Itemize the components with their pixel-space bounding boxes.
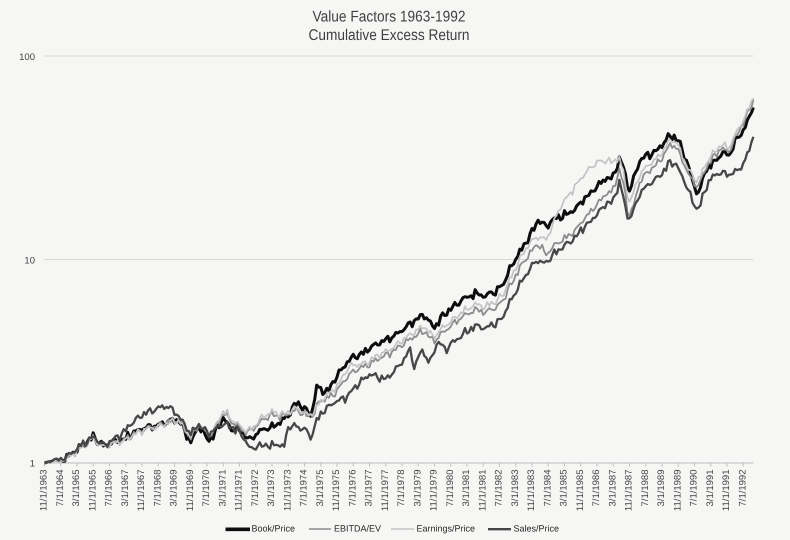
svg-text:3/1/1971: 3/1/1971 (217, 470, 228, 507)
svg-text:3/1/1983: 3/1/1983 (510, 470, 521, 507)
svg-text:11/1/1973: 11/1/1973 (282, 470, 293, 512)
svg-text:EBITDA/EV: EBITDA/EV (334, 524, 381, 534)
svg-text:10: 10 (24, 256, 35, 267)
svg-text:11/1/1981: 11/1/1981 (477, 470, 488, 512)
svg-text:Cumulative Excess Return: Cumulative Excess Return (309, 27, 470, 44)
svg-text:7/1/1982: 7/1/1982 (494, 470, 505, 507)
svg-text:11/1/1983: 11/1/1983 (526, 470, 537, 512)
svg-text:7/1/1972: 7/1/1972 (250, 470, 261, 507)
svg-text:11/1/1967: 11/1/1967 (136, 470, 147, 512)
svg-text:7/1/1984: 7/1/1984 (542, 470, 553, 507)
svg-text:1: 1 (30, 459, 35, 470)
svg-text:3/1/1969: 3/1/1969 (169, 470, 180, 507)
svg-text:7/1/1964: 7/1/1964 (55, 470, 66, 507)
svg-text:Value Factors 1963-1992: Value Factors 1963-1992 (313, 9, 466, 26)
svg-text:7/1/1974: 7/1/1974 (299, 470, 310, 507)
svg-text:7/1/1968: 7/1/1968 (152, 470, 163, 507)
svg-text:11/1/1979: 11/1/1979 (429, 470, 440, 512)
svg-text:Book/Price: Book/Price (252, 524, 296, 534)
svg-text:11/1/1991: 11/1/1991 (721, 470, 732, 512)
svg-text:100: 100 (19, 52, 35, 63)
svg-text:7/1/1976: 7/1/1976 (347, 470, 358, 507)
svg-text:3/1/1977: 3/1/1977 (364, 470, 375, 507)
svg-text:3/1/1989: 3/1/1989 (656, 470, 667, 507)
svg-text:3/1/1973: 3/1/1973 (266, 470, 277, 507)
svg-text:3/1/1975: 3/1/1975 (315, 470, 326, 507)
svg-text:3/1/1991: 3/1/1991 (705, 470, 716, 507)
svg-text:11/1/1987: 11/1/1987 (624, 470, 635, 512)
svg-text:7/1/1980: 7/1/1980 (445, 470, 456, 507)
svg-text:Sales/Price: Sales/Price (514, 524, 560, 534)
svg-text:11/1/1975: 11/1/1975 (331, 470, 342, 512)
svg-text:7/1/1990: 7/1/1990 (689, 470, 700, 507)
svg-text:11/1/1963: 11/1/1963 (39, 470, 50, 512)
svg-text:3/1/1981: 3/1/1981 (461, 470, 472, 507)
svg-text:7/1/1988: 7/1/1988 (640, 470, 651, 507)
svg-text:7/1/1992: 7/1/1992 (737, 470, 748, 507)
svg-text:3/1/1965: 3/1/1965 (71, 470, 82, 507)
svg-text:11/1/1969: 11/1/1969 (185, 470, 196, 512)
svg-text:11/1/1977: 11/1/1977 (380, 470, 391, 512)
svg-text:Earnings/Price: Earnings/Price (417, 524, 476, 534)
svg-text:7/1/1978: 7/1/1978 (396, 470, 407, 507)
svg-text:7/1/1966: 7/1/1966 (104, 470, 115, 507)
svg-text:3/1/1967: 3/1/1967 (120, 470, 131, 507)
svg-text:7/1/1970: 7/1/1970 (201, 470, 212, 507)
svg-text:7/1/1986: 7/1/1986 (591, 470, 602, 507)
svg-text:3/1/1987: 3/1/1987 (607, 470, 618, 507)
svg-text:11/1/1989: 11/1/1989 (672, 470, 683, 512)
svg-text:3/1/1979: 3/1/1979 (412, 470, 423, 507)
svg-text:3/1/1985: 3/1/1985 (559, 470, 570, 507)
svg-text:11/1/1971: 11/1/1971 (234, 470, 245, 512)
svg-text:11/1/1965: 11/1/1965 (87, 470, 98, 512)
svg-text:11/1/1985: 11/1/1985 (575, 470, 586, 512)
